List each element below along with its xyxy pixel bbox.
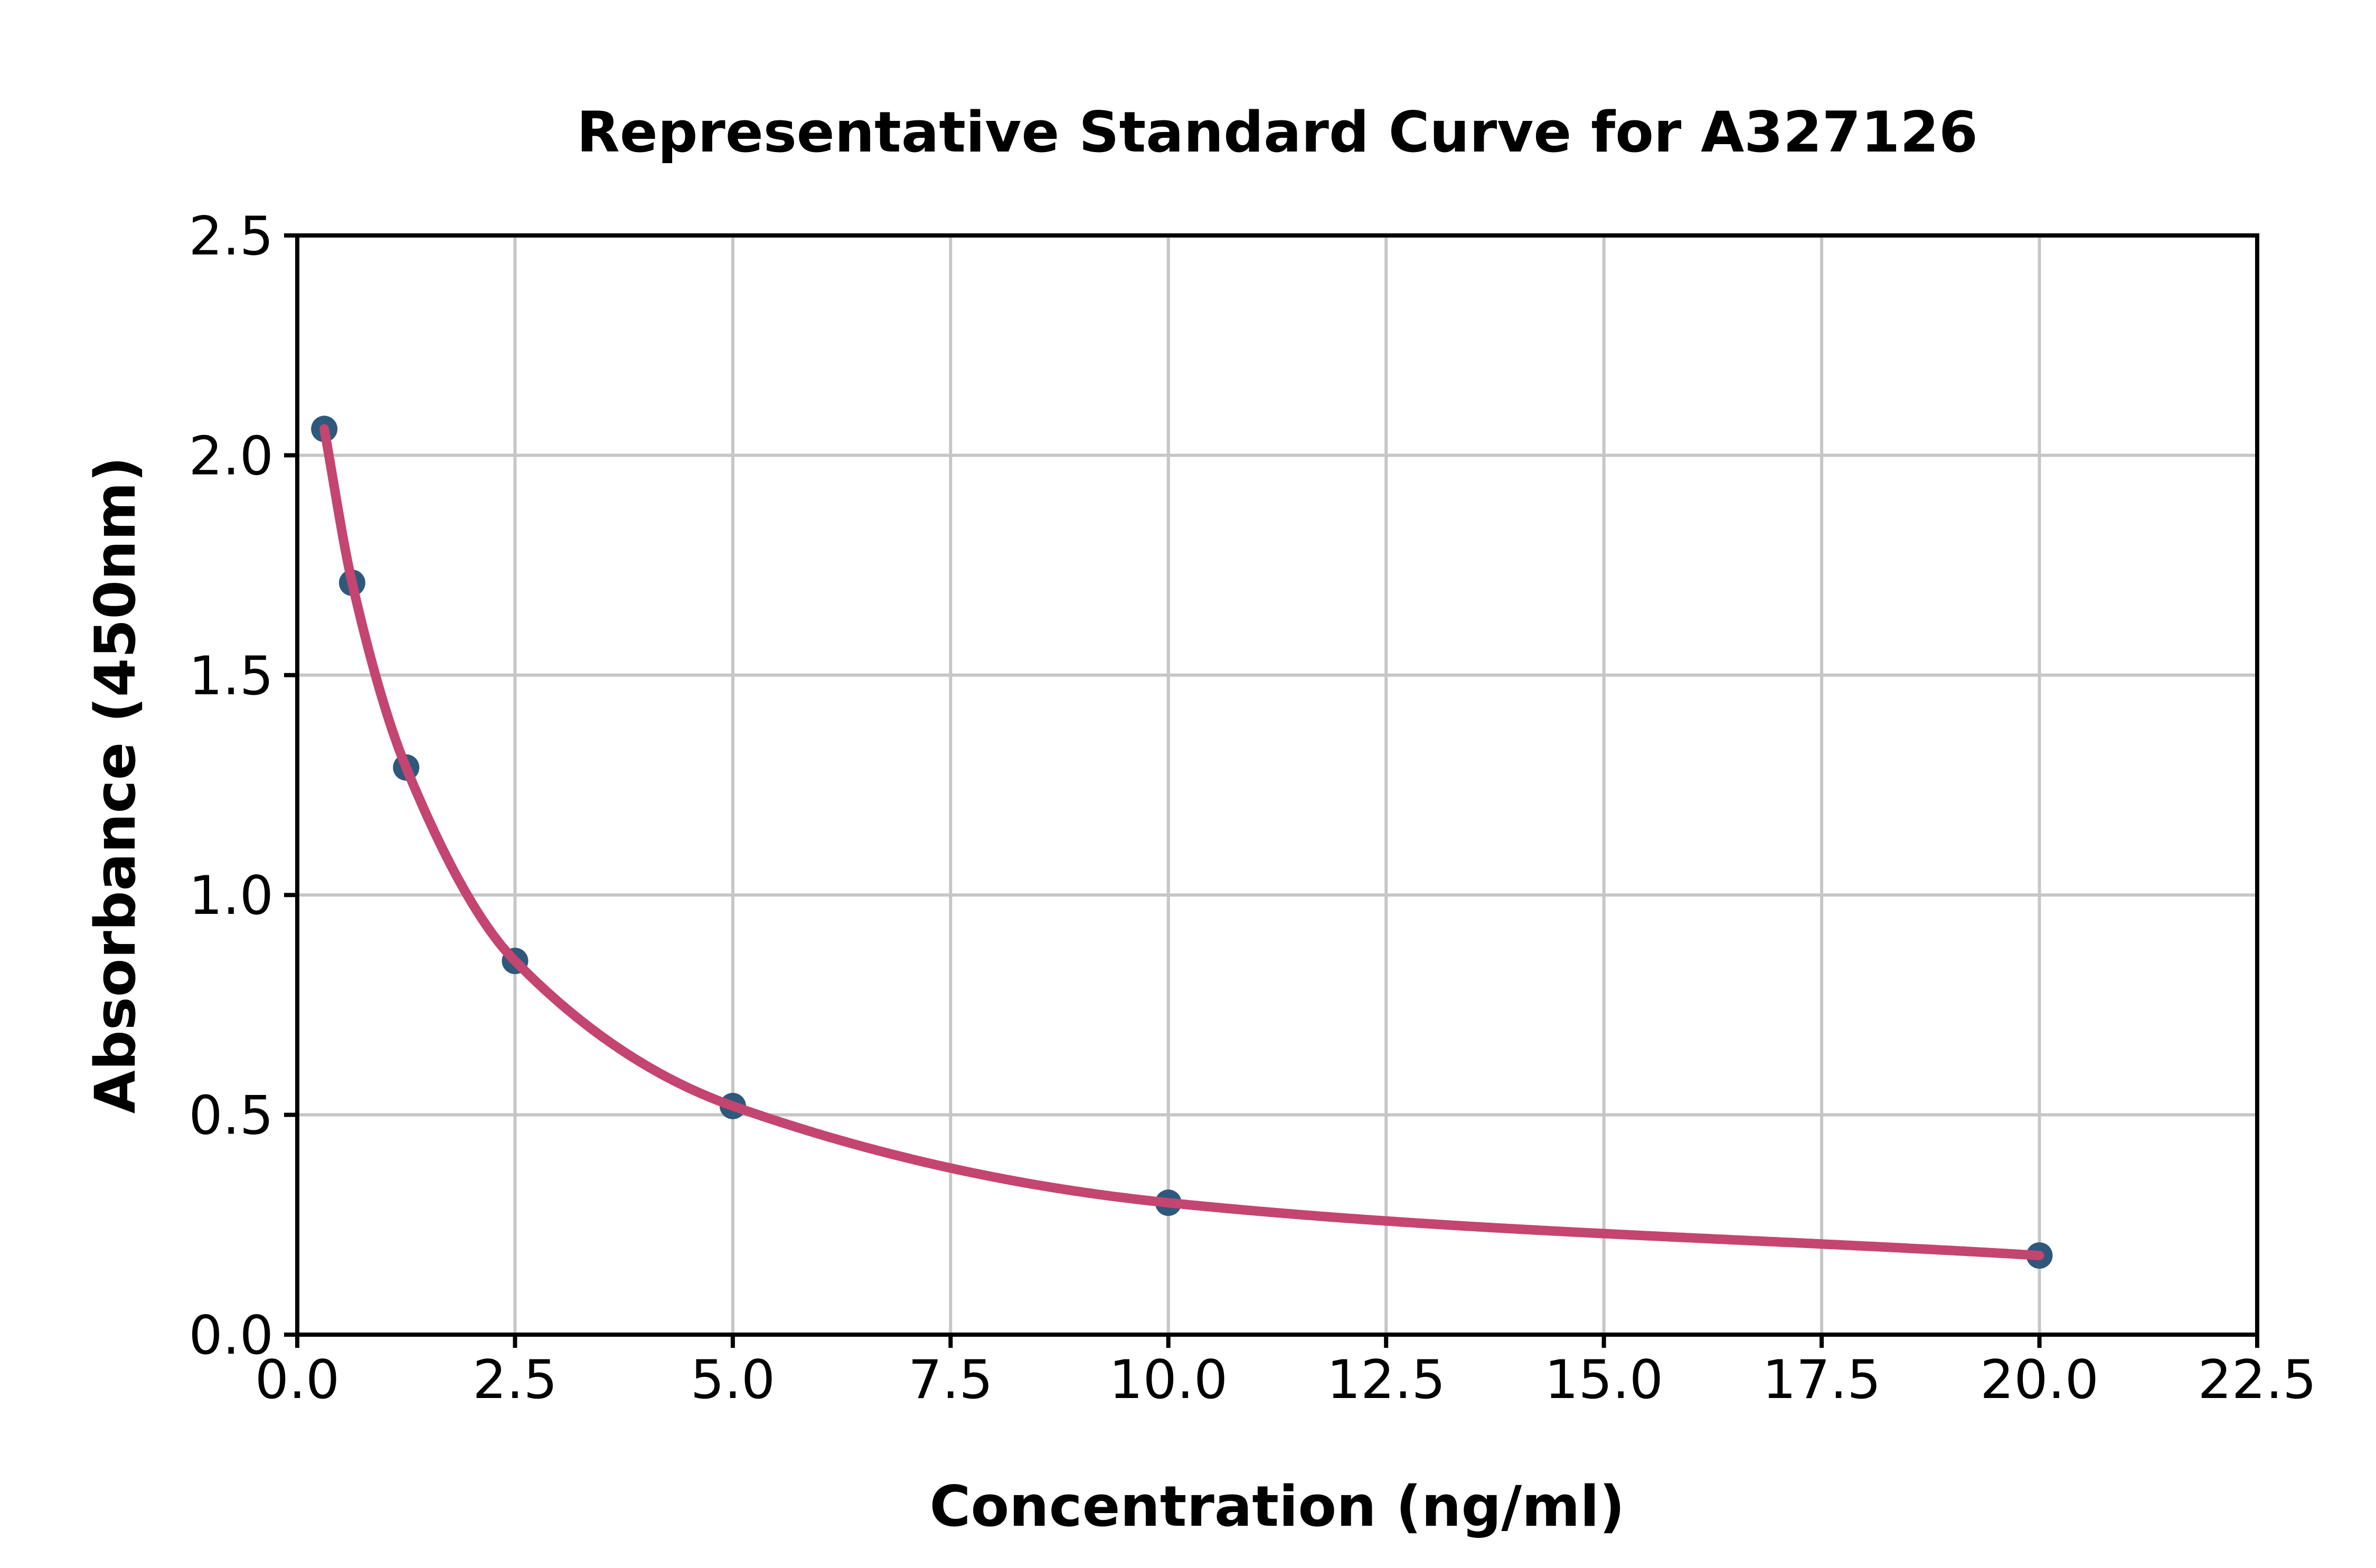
x-tick-label: 17.5 <box>1762 1348 1881 1411</box>
x-tick-label: 15.0 <box>1544 1348 1663 1411</box>
y-tick-label: 0.5 <box>188 1084 274 1147</box>
y-tick-label: 2.5 <box>188 205 274 267</box>
y-tick-label: 1.0 <box>188 864 274 927</box>
x-axis-label: Concentration (ng/ml) <box>930 1474 1625 1539</box>
x-tick-label: 22.5 <box>2198 1348 2317 1411</box>
plot-border <box>295 233 2259 1337</box>
y-axis-label: Absorbance (450nm) <box>83 457 148 1114</box>
y-tick-label: 0.0 <box>188 1304 274 1366</box>
x-tick-label: 10.0 <box>1109 1348 1228 1411</box>
y-tick-label: 1.5 <box>188 645 274 707</box>
x-tick-label: 0.0 <box>255 1348 340 1411</box>
x-tick-label: 2.5 <box>473 1348 558 1411</box>
x-tick-label: 5.0 <box>691 1348 776 1411</box>
x-tick-label: 12.5 <box>1327 1348 1446 1411</box>
plot-area: 0.0 2.5 5.0 7.5 10.0 12.5 15.0 17.5 20.0 22.5 0.0 0… <box>188 205 2316 1411</box>
chart-title: Representative Standard Curve for A32712… <box>577 100 1978 165</box>
y-tick-label: 2.0 <box>188 424 274 487</box>
x-tick-label: 20.0 <box>1980 1348 2099 1411</box>
fit-curve <box>319 424 2044 1261</box>
x-tick-label: 7.5 <box>908 1348 993 1411</box>
